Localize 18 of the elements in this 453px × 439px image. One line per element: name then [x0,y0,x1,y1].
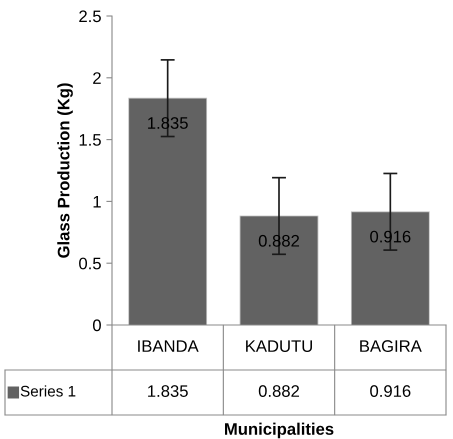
bar [240,216,318,325]
legend-label: Series 1 [20,385,76,397]
x-tick-label: BAGIRA [360,340,422,352]
y-tick-label: 1 [94,196,101,208]
y-axis-title: Glass Production (Kg) [57,83,73,258]
x-tick-label: IBANDA [138,340,199,352]
x-axis-title: Municipalities [225,422,334,438]
data-label: 0.882 [258,385,300,397]
bar [350,211,430,325]
data-label: 1.835 [148,385,188,397]
y-tick-label: 0 [92,319,101,332]
y-tick-label: 2.5 [79,10,101,22]
y-tick-label: 1.5 [80,134,101,146]
data-label: 0.916 [370,385,410,397]
y-tick-label: 0.5 [79,258,101,270]
x-tick-label: KADUTU [246,340,312,352]
bar [128,98,208,325]
y-tick-label: 2 [93,72,101,84]
